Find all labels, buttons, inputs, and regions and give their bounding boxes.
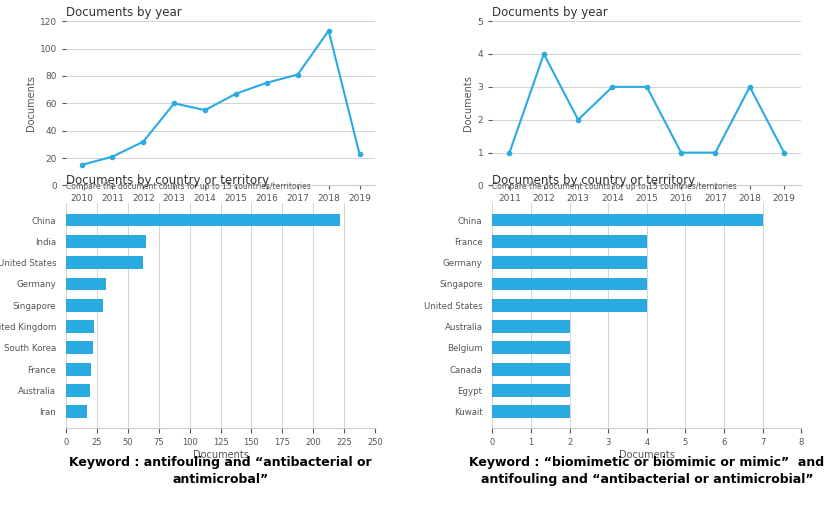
Bar <box>66 235 146 248</box>
Bar <box>492 384 570 397</box>
Bar <box>492 278 647 290</box>
Bar <box>66 363 91 375</box>
Text: Documents by country or territory: Documents by country or territory <box>66 174 269 187</box>
X-axis label: Documents: Documents <box>619 450 675 460</box>
Bar <box>492 299 647 312</box>
Bar <box>66 214 340 227</box>
Y-axis label: Documents: Documents <box>26 76 36 131</box>
Text: Documents by country or territory: Documents by country or territory <box>492 174 695 187</box>
Bar <box>66 278 106 290</box>
Bar <box>492 256 647 269</box>
Bar <box>66 406 87 418</box>
Text: Documents by year: Documents by year <box>66 6 182 18</box>
Bar <box>492 235 647 248</box>
Bar <box>492 363 570 375</box>
Text: Keyword : antifouling and “antibacterial or
antimicrobal”: Keyword : antifouling and “antibacterial… <box>69 456 372 486</box>
Bar <box>66 299 103 312</box>
Y-axis label: Documents: Documents <box>463 76 473 131</box>
Bar <box>492 342 570 354</box>
X-axis label: Year: Year <box>210 206 230 216</box>
Text: Compare the document counts for up to 15 countries/territories: Compare the document counts for up to 15… <box>492 182 737 191</box>
Bar <box>492 406 570 418</box>
X-axis label: Year: Year <box>637 206 657 216</box>
Bar <box>66 384 89 397</box>
Text: Compare the document counts for up to 15 countries/territories: Compare the document counts for up to 15… <box>66 182 311 191</box>
X-axis label: Documents: Documents <box>192 450 249 460</box>
Bar <box>66 342 93 354</box>
Bar <box>492 214 762 227</box>
Bar <box>66 256 143 269</box>
Text: Keyword : “biomimetic or biomimic or mimic”  and
antifouling and “antibacterial : Keyword : “biomimetic or biomimic or mim… <box>469 456 824 486</box>
Bar <box>66 320 94 333</box>
Text: Documents by year: Documents by year <box>492 6 608 18</box>
Bar <box>492 320 570 333</box>
